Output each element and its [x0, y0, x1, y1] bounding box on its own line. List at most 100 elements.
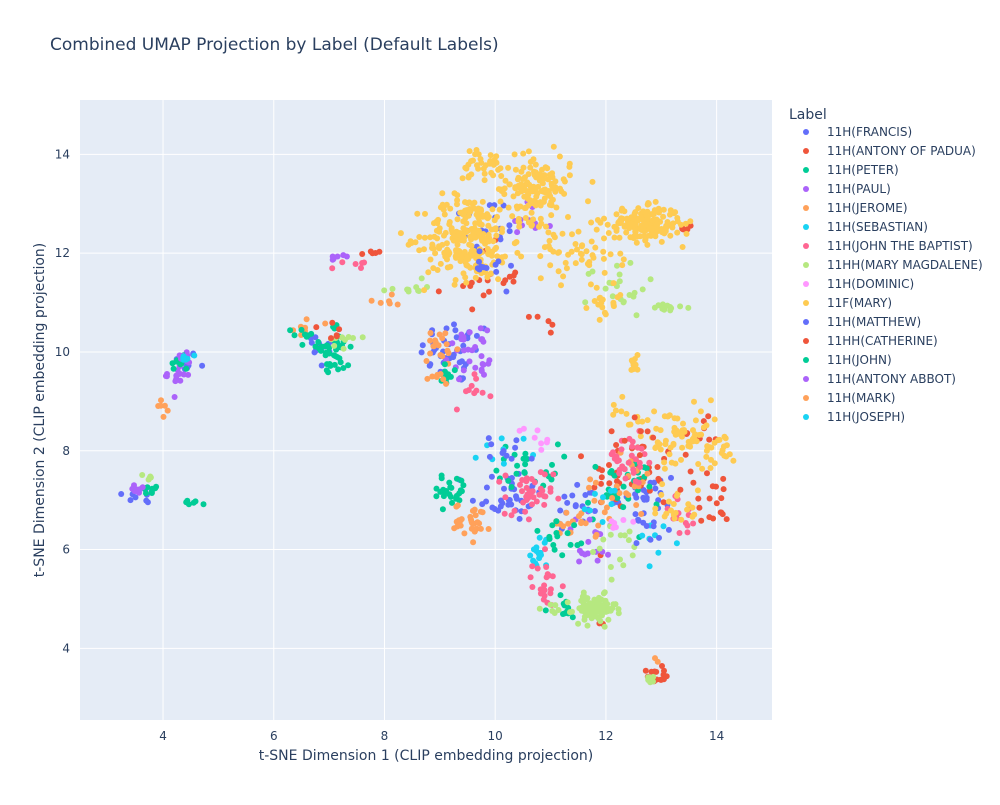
- legend-item[interactable]: 11H(MATTHEW): [803, 315, 921, 329]
- data-point: [670, 501, 677, 507]
- data-point: [626, 528, 633, 535]
- data-point: [514, 190, 521, 197]
- data-point: [458, 331, 465, 338]
- data-point: [440, 376, 447, 383]
- legend-item[interactable]: 11F(MARY): [803, 296, 892, 310]
- legend-item[interactable]: 11HH(MARY MAGDALENE): [803, 258, 983, 272]
- legend-item[interactable]: 11HH(CATHERINE): [803, 334, 938, 348]
- legend-item[interactable]: 11H(PETER): [803, 163, 899, 177]
- data-point: [600, 255, 607, 262]
- data-point: [690, 479, 697, 486]
- data-point: [557, 592, 564, 599]
- legend-item[interactable]: 11H(JEROME): [803, 201, 908, 215]
- data-point: [429, 373, 436, 380]
- data-point: [444, 347, 451, 354]
- data-point: [655, 549, 662, 556]
- data-point: [621, 208, 628, 215]
- data-point: [496, 206, 503, 213]
- data-point: [673, 540, 680, 547]
- data-point: [522, 461, 529, 468]
- legend-item[interactable]: 11H(FRANCIS): [803, 125, 912, 139]
- legend[interactable]: 11H(FRANCIS) 11H(ANTONY OF PADUA) 11H(PETE…: [803, 125, 983, 424]
- data-point: [416, 234, 423, 240]
- data-point: [534, 427, 541, 434]
- data-point: [547, 329, 554, 336]
- data-point: [598, 499, 605, 505]
- data-point: [649, 211, 656, 218]
- data-point: [708, 444, 715, 451]
- data-point: [471, 199, 478, 206]
- legend-item[interactable]: 11H(PAUL): [803, 182, 891, 196]
- data-point: [528, 209, 535, 216]
- data-point: [597, 618, 604, 625]
- data-point: [640, 494, 647, 501]
- legend-item[interactable]: 11H(MARK): [803, 391, 895, 405]
- data-point: [191, 352, 198, 359]
- data-point: [465, 161, 472, 168]
- data-point: [623, 229, 630, 236]
- data-point: [615, 606, 622, 613]
- legend-item[interactable]: 11H(SEBASTIAN): [803, 220, 928, 234]
- data-point: [594, 557, 601, 564]
- legend-item[interactable]: 11H(JOHN THE BAPTIST): [803, 239, 973, 253]
- data-point: [667, 232, 674, 239]
- data-point: [558, 282, 564, 289]
- data-point: [303, 316, 310, 323]
- data-point: [479, 509, 486, 516]
- data-point: [476, 230, 483, 237]
- data-point: [637, 428, 644, 435]
- legend-item[interactable]: 11H(ANTONY ABBOT): [803, 372, 956, 386]
- data-point: [439, 241, 446, 248]
- data-point: [326, 345, 333, 351]
- data-point: [170, 365, 177, 372]
- data-point: [347, 343, 354, 350]
- data-point: [569, 608, 575, 615]
- data-point: [473, 332, 480, 339]
- data-point: [596, 545, 603, 552]
- data-point: [480, 165, 487, 172]
- data-point: [599, 296, 606, 303]
- data-point: [477, 325, 484, 332]
- legend-marker: [803, 338, 809, 344]
- data-point: [522, 174, 528, 181]
- data-point: [670, 440, 677, 447]
- data-point: [469, 347, 476, 354]
- data-point: [542, 607, 549, 614]
- data-point: [331, 352, 337, 359]
- data-point: [560, 273, 567, 280]
- data-points: [118, 143, 737, 686]
- data-point: [340, 252, 347, 259]
- data-point: [513, 203, 520, 210]
- legend-item[interactable]: 11H(ANTONY OF PADUA): [803, 144, 976, 158]
- data-point: [377, 299, 384, 306]
- data-point: [610, 280, 617, 287]
- data-point: [513, 239, 520, 245]
- data-point: [516, 223, 523, 230]
- legend-item[interactable]: 11H(DOMINIC): [803, 277, 914, 291]
- data-point: [478, 366, 485, 373]
- data-point: [488, 441, 495, 448]
- data-point: [659, 481, 666, 488]
- data-point: [542, 164, 549, 171]
- data-point: [589, 604, 596, 611]
- data-point: [511, 507, 518, 514]
- data-point: [510, 272, 517, 279]
- data-point: [312, 343, 319, 350]
- legend-marker: [803, 357, 809, 363]
- data-point: [692, 417, 699, 424]
- plot-area[interactable]: [80, 100, 772, 720]
- data-point: [497, 236, 504, 243]
- data-point: [468, 242, 475, 249]
- legend-item[interactable]: 11H(JOSEPH): [803, 410, 905, 424]
- data-point: [499, 225, 506, 232]
- data-point: [648, 668, 655, 675]
- data-point: [601, 509, 608, 516]
- data-point: [528, 476, 535, 482]
- data-point: [512, 444, 519, 451]
- data-point: [443, 341, 450, 348]
- data-point: [451, 190, 458, 197]
- legend-item[interactable]: 11H(JOHN): [803, 353, 892, 367]
- data-point: [639, 418, 646, 425]
- data-point: [494, 213, 500, 220]
